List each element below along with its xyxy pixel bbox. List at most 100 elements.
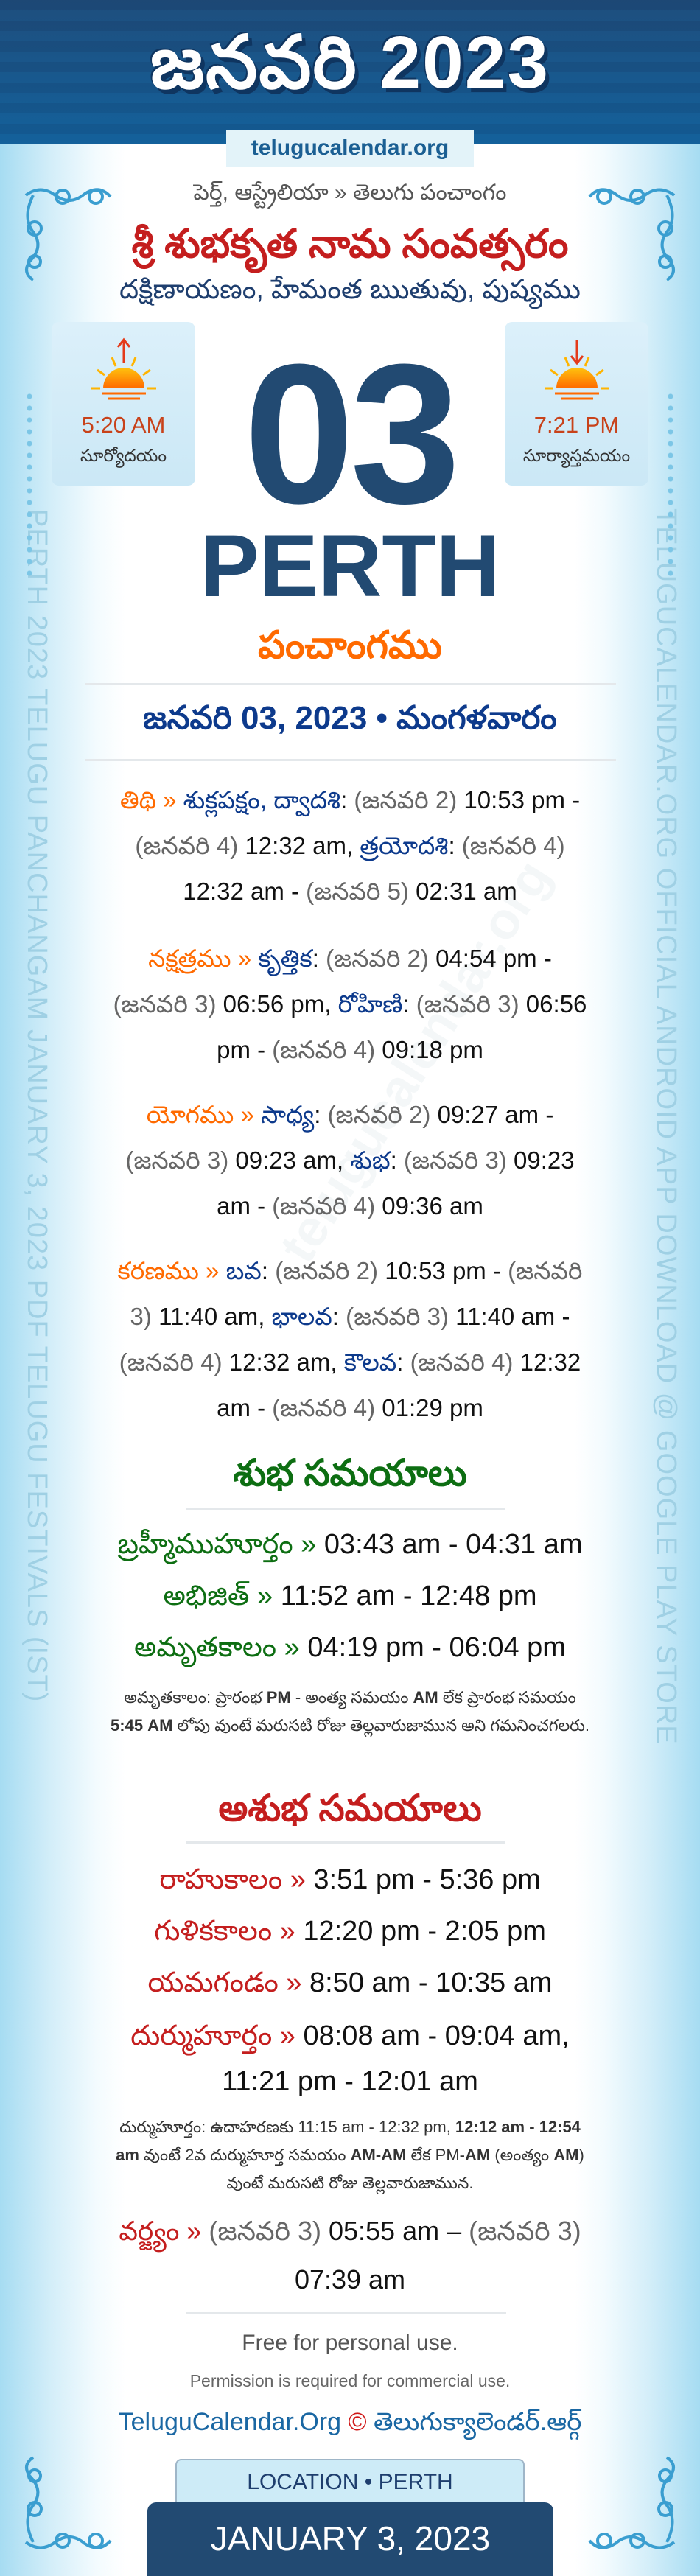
panchang-time: 09:18 pm [382, 1036, 483, 1063]
bad-time-row: రాహుకాలం » 3:51 pm - 5:36 pm [0, 1864, 700, 1903]
panchang-name: రోహిణి [337, 990, 403, 1018]
note-text: ) వుంటే మరుసటి రోజు తెల్లవారుజామున. [226, 2146, 584, 2192]
bad-time-value: 08:08 am - 09:04 am, [303, 2020, 570, 2051]
brand-te-link[interactable]: తెలుగుక్యాలెండర్.ఆర్గ్ [374, 2408, 582, 2436]
panchang-label: తిథి [119, 786, 156, 813]
bad-time-row: యమగండం » 8:50 am - 10:35 am [0, 1967, 700, 2006]
sunrise-label: సూర్యోదయం [80, 446, 167, 465]
divider [85, 759, 616, 761]
brand-en-link[interactable]: TeluguCalendar.Org [118, 2408, 342, 2436]
bad-time-label: గుళికకాలం » [154, 1916, 295, 1947]
corner-ornament-icon [24, 2456, 112, 2549]
panchang-date: (జనవరి 4) [272, 1394, 376, 1421]
note-text: లేక PM- [406, 2146, 466, 2164]
panchang-label: » [163, 786, 177, 813]
panchang-time: 11:40 am, [158, 1303, 265, 1330]
location-tab: LOCATION • PERTH [175, 2459, 525, 2505]
panchang-name: సాధ్య [261, 1101, 315, 1128]
bad-time-label: రాహుకాలం » [159, 1864, 306, 1895]
panchang-time: 10:53 pm - [385, 1257, 501, 1284]
bad-time-value: 3:51 pm - 5:36 pm [313, 1864, 541, 1895]
panchang-time: : [340, 786, 348, 813]
panchang-time: : [390, 1147, 397, 1174]
note-text: వుంటే 2వ దుర్ముహూర్త సమయం [139, 2146, 351, 2164]
season-info: దక్షిణాయణం, హేమంత ఋతువు, పుష్యము [119, 274, 581, 304]
bad-time-row-cont: 11:21 pm - 12:01 am [222, 2066, 478, 2097]
corner-ornament-icon [24, 188, 112, 281]
note-text: (అంత్యం [490, 2146, 554, 2164]
bad-time-row: దుర్ముహూర్తం » 08:08 am - 09:04 am, [0, 2020, 700, 2059]
note-text: 5:45 AM [111, 1716, 173, 1735]
panchang-time: : [396, 1348, 404, 1376]
note-text: AM-AM [350, 2146, 407, 2164]
panchang-name: శుభ [350, 1147, 391, 1174]
panchang-label: నక్షత్రము [148, 945, 231, 972]
bad-time-value: 12:20 pm - 2:05 pm [303, 1916, 546, 1947]
date-weekday: జనవరి 03, 2023 • మంగళవారం [143, 700, 557, 736]
bad-time-label: యమగండం » [147, 1967, 302, 1998]
varjyam-row: వర్జ్యం » (జనవరి 3) 05:55 am – (జనవరి 3)… [111, 2207, 589, 2304]
panchang-date: (జనవరి 4) [119, 1348, 223, 1376]
year-name: శ్రీ శుభకృత నామ సంవత్సరం [131, 222, 569, 266]
good-time-label: అభిజిత్ » [163, 1581, 273, 1611]
sunrise-icon [91, 337, 156, 400]
panchang-label: యోగము [146, 1101, 234, 1128]
panchang-date: (జనవరి 3) [346, 1303, 449, 1330]
bad-times-heading: అశుభ సమయాలు [218, 1788, 482, 1829]
panchang-date: (జనవరి 3) [404, 1147, 507, 1174]
bad-time-row: గుళికకాలం » 12:20 pm - 2:05 pm [0, 1916, 700, 1954]
panchang-label: » [237, 945, 252, 972]
note-text: దుర్ముహూర్తం: ఉదాహరణకు 11:15 am - 12:32 … [119, 2118, 455, 2136]
sunset-label: సూర్యాస్తమయం [522, 446, 631, 465]
panchang-date: (జనవరి 5) [306, 878, 409, 905]
good-times-heading: శుభ సమయాలు [233, 1452, 467, 1494]
panchang-heading: పంచాంగము [258, 624, 442, 667]
divider [186, 2312, 506, 2314]
note-text: అమృతకాలం: ప్రారంభ [124, 1688, 267, 1707]
date: (జనవరి 3) [209, 2216, 321, 2246]
panchang-date: (జనవరి 2) [326, 945, 429, 972]
panchang-time: 10:53 pm - [463, 786, 581, 813]
site-link[interactable]: telugucalendar.org [226, 130, 474, 167]
panchang-time: 09:23 am - [217, 1147, 575, 1219]
free-use-text: Free for personal use. [242, 2331, 458, 2355]
good-time-row: అభిజిత్ » 11:52 am - 12:48 pm [0, 1581, 700, 1619]
good-time-value: 03:43 am - 04:31 am [323, 1529, 583, 1560]
good-time-row: అమృతకాలం » 04:19 pm - 06:04 pm [0, 1632, 700, 1670]
panchang-date: (జనవరి 3) [113, 990, 217, 1018]
panchang-date: (జనవరి 4) [410, 1348, 514, 1376]
corner-ornament-icon [588, 188, 676, 281]
panchang-label: » [240, 1101, 254, 1128]
corner-ornament-icon [588, 2456, 676, 2549]
panchang-label: కరణము [117, 1257, 199, 1284]
location-breadcrumb: పెర్త్, ఆస్ట్రేలియా » తెలుగు పంచాంగం [193, 181, 507, 205]
date: (జనవరి 3) [469, 2216, 581, 2246]
sunset-icon [545, 340, 609, 400]
panchang-time: 09:36 am [382, 1192, 483, 1219]
panchang-name: శుక్లపక్షం, ద్వాదశి [183, 786, 341, 813]
dotted-border-right [668, 391, 673, 582]
varjyam-label: వర్జ్యం » [119, 2216, 202, 2246]
panchang-time: 06:56 pm, [223, 990, 332, 1018]
panchang-time: 09:23 am, [235, 1147, 344, 1174]
divider [85, 683, 616, 685]
bad-time-value: 8:50 am - 10:35 am [309, 1967, 553, 1998]
yoga-block: యోగము » సాధ్య: (జనవరి 2) 09:27 am - (జనవ… [111, 1092, 589, 1229]
panchang-date: (జనవరి 2) [275, 1257, 379, 1284]
panchang-time: 02:31 am [416, 878, 517, 905]
city-name: PERTH [200, 517, 500, 615]
amrit-note: అమృతకాలం: ప్రారంభ PM - అంత్య సమయం AM లేక… [111, 1684, 589, 1740]
header-banner [0, 0, 700, 144]
panchang-date: (జనవరి 4) [135, 832, 239, 859]
panchang-time: : [261, 1257, 269, 1284]
panchang-time: 01:29 pm [382, 1394, 483, 1421]
note-text: - అంత్య సమయం [290, 1688, 413, 1707]
panchang-date: (జనవరి 3) [416, 990, 519, 1018]
note-text: లోపు వుంటే మరుసటి రోజు తెల్లవారుజామున అన… [172, 1716, 589, 1735]
time: 07:39 am [294, 2264, 406, 2295]
panchang-name: కౌలవ [343, 1348, 397, 1376]
panchang-date: (జనవరి 2) [327, 1101, 431, 1128]
panchang-date: (జనవరి 2) [354, 786, 458, 813]
copyright-icon: © [348, 2408, 367, 2436]
panchang-name: భాలవ [271, 1303, 332, 1330]
